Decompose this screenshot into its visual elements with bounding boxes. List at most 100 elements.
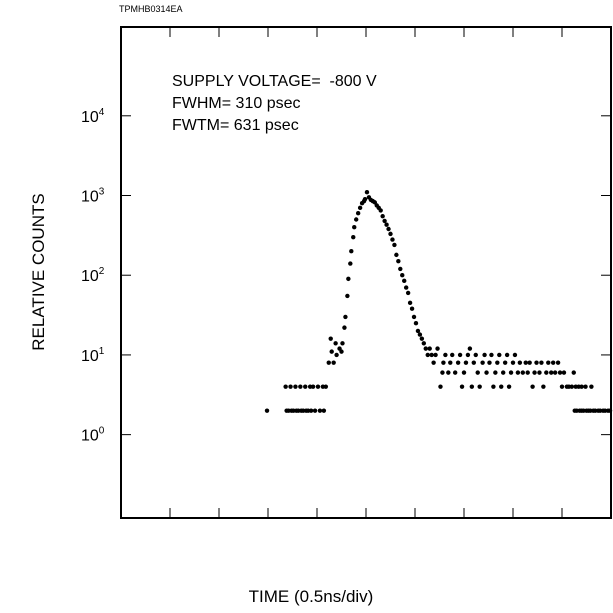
- y-axis-label: RELATIVE COUNTS: [29, 193, 48, 350]
- data-point: [501, 370, 506, 375]
- data-point: [539, 360, 544, 365]
- data-point: [352, 225, 357, 230]
- data-point: [493, 370, 498, 375]
- data-point: [364, 190, 370, 195]
- data-point: [317, 408, 323, 413]
- data-point: [452, 370, 458, 375]
- data-point: [475, 370, 480, 375]
- data-point: [398, 266, 403, 272]
- data-point: [495, 360, 500, 365]
- data-point: [561, 370, 567, 375]
- data-point: [457, 352, 463, 358]
- data-point: [550, 360, 556, 365]
- data-point: [530, 384, 535, 389]
- data-point: [264, 408, 270, 413]
- data-point: [484, 370, 489, 375]
- data-point: [315, 384, 321, 389]
- data-point: [310, 384, 316, 389]
- data-point: [537, 370, 542, 375]
- data-point: [388, 231, 393, 237]
- data-point: [527, 360, 532, 365]
- data-point: [473, 352, 478, 358]
- data-point: [559, 384, 565, 389]
- data-point: [589, 384, 594, 389]
- data-point: [345, 293, 350, 299]
- data-point: [321, 408, 327, 413]
- data-point: [405, 290, 411, 296]
- data-point: [362, 196, 368, 202]
- data-point: [402, 278, 407, 284]
- data-point: [400, 273, 405, 278]
- y-tick-label: 101: [81, 346, 105, 365]
- data-point: [431, 360, 436, 365]
- data-point: [339, 349, 344, 354]
- data-point: [525, 370, 530, 375]
- data-point: [487, 360, 492, 365]
- data-point: [552, 370, 558, 375]
- data-point: [429, 352, 434, 358]
- data-point: [331, 360, 336, 365]
- x-axis-label: TIME (0.5ns/div): [249, 587, 374, 606]
- data-point: [357, 205, 363, 211]
- annotation-block: SUPPLY VOLTAGE= -800 V FWHM= 310 psec FW…: [172, 73, 377, 134]
- y-tick-label: 104: [81, 107, 105, 126]
- data-point: [520, 370, 525, 375]
- data-point: [348, 261, 353, 266]
- data-point: [534, 360, 539, 365]
- data-point: [569, 384, 574, 389]
- data-point: [482, 352, 487, 358]
- data-point: [512, 352, 518, 358]
- data-point: [346, 276, 351, 282]
- y-axis-tick-labels: 100 101 102 103 104: [81, 107, 105, 445]
- data-point: [396, 258, 401, 264]
- annotation-supply-voltage: SUPPLY VOLTAGE= -800 V: [172, 73, 377, 90]
- y-axis-ticks: [121, 115, 611, 436]
- data-point: [423, 346, 428, 351]
- data-point: [446, 370, 451, 375]
- y-tick-label: 102: [81, 266, 105, 285]
- annotation-fwtm: FWTM= 631 psec: [172, 117, 299, 134]
- data-point: [435, 346, 440, 351]
- data-point: [390, 237, 395, 242]
- data-point: [312, 408, 318, 413]
- data-point: [583, 384, 588, 389]
- data-point: [523, 360, 528, 365]
- data-point: [407, 300, 413, 306]
- data-point: [471, 360, 476, 365]
- data-point: [419, 336, 425, 341]
- data-point: [392, 242, 397, 248]
- data-point: [298, 384, 303, 389]
- data-point: [333, 341, 338, 346]
- data-point: [441, 360, 446, 365]
- data-point: [384, 222, 389, 227]
- data-point: [465, 352, 471, 358]
- data-point: [515, 370, 521, 375]
- data-point: [571, 370, 576, 375]
- data-point: [334, 352, 339, 358]
- data-point: [427, 346, 432, 351]
- data-point: [467, 346, 473, 351]
- data-point: [380, 214, 385, 219]
- document-id: TPMHB0314EA: [119, 4, 183, 14]
- data-point: [323, 384, 329, 389]
- data-point: [463, 360, 469, 365]
- data-point: [328, 336, 333, 341]
- data-point: [541, 384, 546, 389]
- data-point: [549, 370, 554, 375]
- data-point: [469, 384, 475, 389]
- data-point: [355, 210, 361, 216]
- y-tick-label: 100: [81, 426, 105, 445]
- data-point: [497, 352, 502, 358]
- data-point: [354, 217, 359, 222]
- data-point: [349, 249, 354, 254]
- data-point: [421, 341, 427, 346]
- data-point: [532, 370, 537, 375]
- data-point: [461, 370, 467, 375]
- data-point: [544, 370, 549, 375]
- data-point: [403, 285, 409, 290]
- annotation-fwhm: FWHM= 310 psec: [172, 95, 300, 112]
- data-point: [303, 384, 308, 389]
- data-point: [504, 352, 510, 358]
- data-point: [425, 352, 430, 358]
